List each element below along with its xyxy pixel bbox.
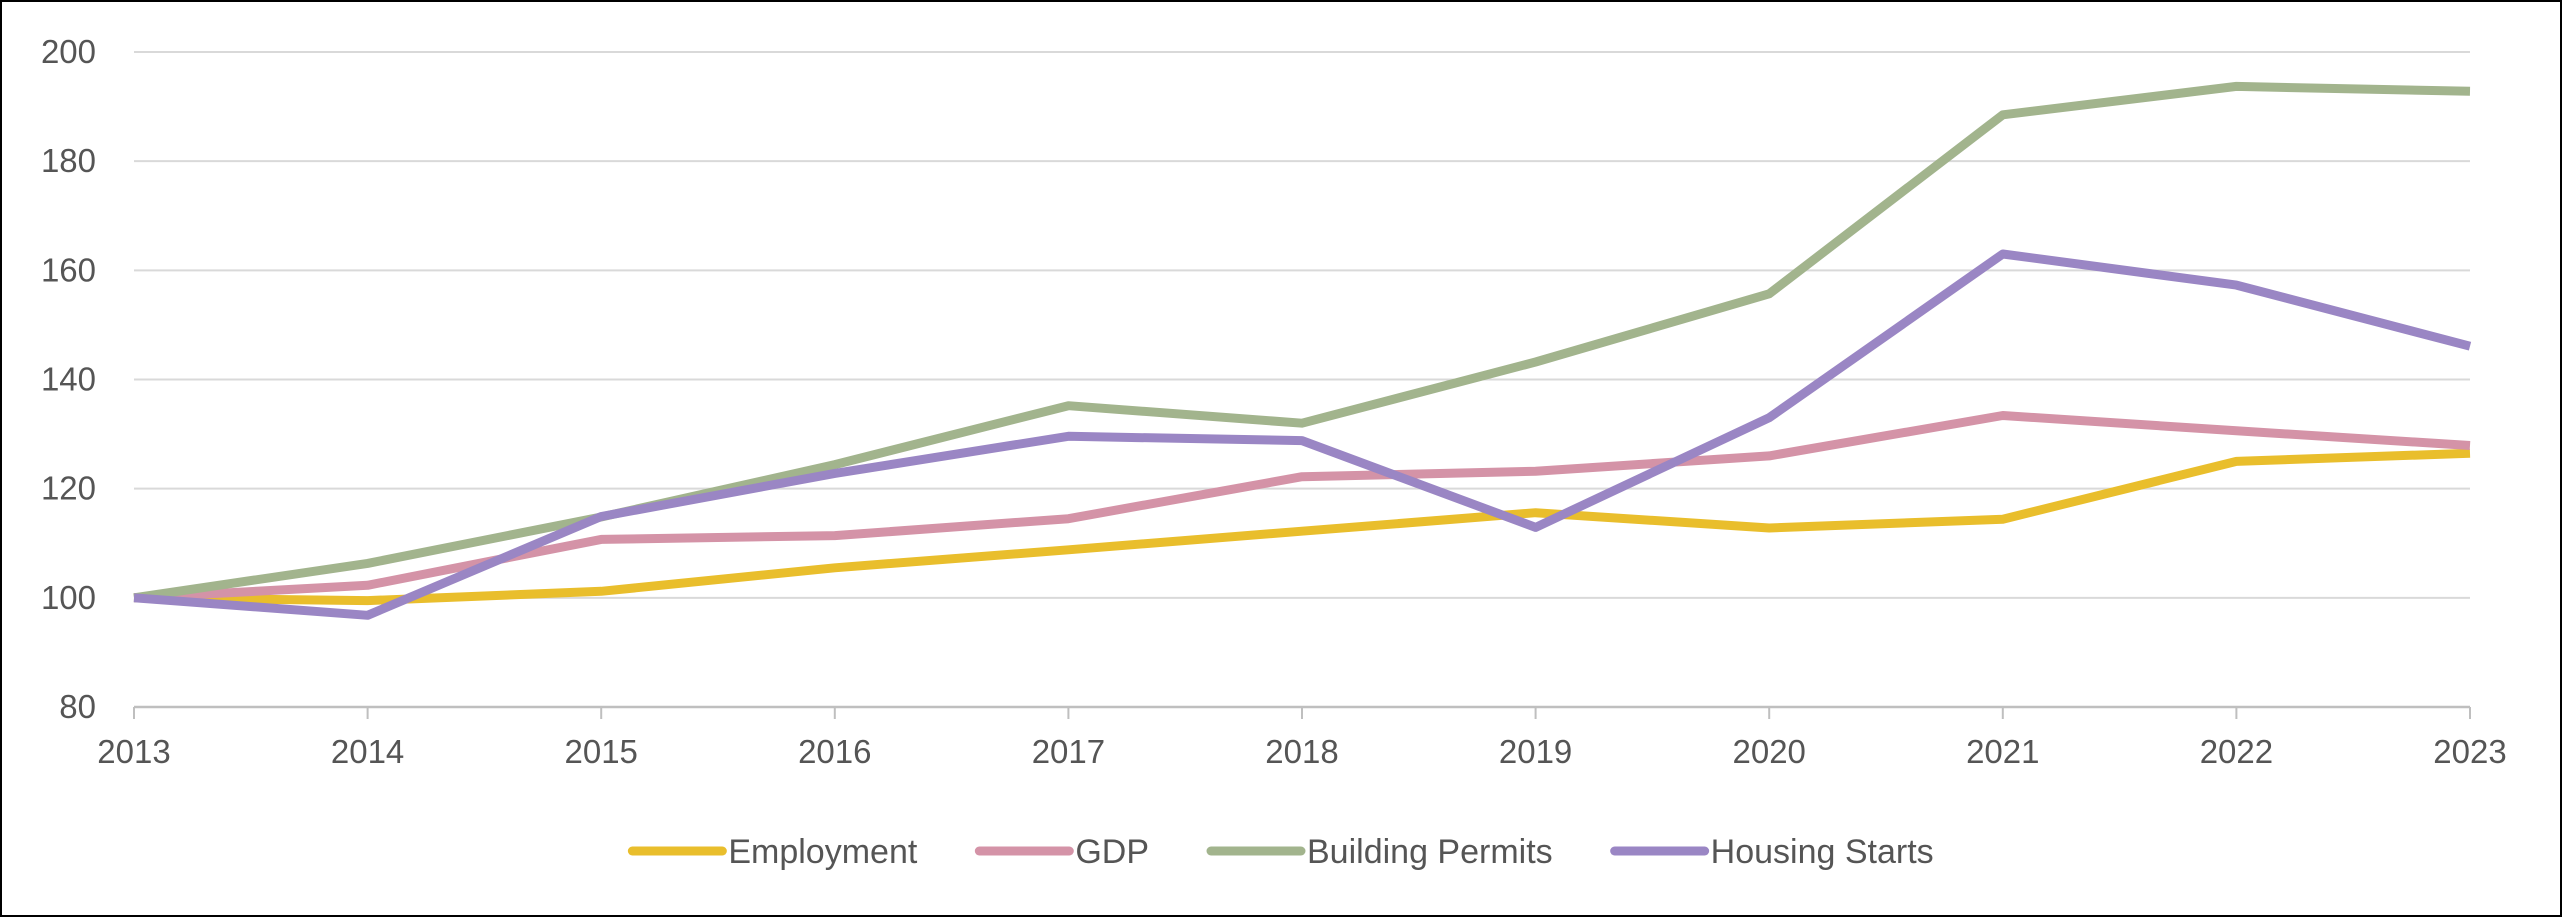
series-line — [134, 86, 2470, 597]
legend-label: Building Permits — [1307, 833, 1553, 871]
y-tick-label: 180 — [41, 142, 96, 179]
legend-item: Housing Starts — [1615, 833, 1934, 871]
x-tick-label: 2019 — [1499, 733, 1572, 770]
legend-item: GDP — [979, 833, 1149, 871]
legend-item: Building Permits — [1211, 833, 1553, 871]
gridlines — [134, 52, 2470, 598]
x-tick-label: 2013 — [97, 733, 170, 770]
legend-label: Housing Starts — [1711, 833, 1934, 871]
x-axis-tick-labels: 2013 2014 2015 2016 2017 2018 2019 2020 2021 2022… — [97, 733, 2506, 770]
y-tick-label: 120 — [41, 470, 96, 507]
y-tick-label: 200 — [41, 33, 96, 70]
y-tick-label: 80 — [59, 688, 96, 725]
y-tick-label: 160 — [41, 251, 96, 288]
legend-label: Employment — [728, 833, 918, 871]
x-tick-label: 2023 — [2433, 733, 2506, 770]
x-tick-label: 2014 — [331, 733, 404, 770]
x-tick-label: 2021 — [1966, 733, 2039, 770]
x-tick-label: 2015 — [564, 733, 637, 770]
legend-label: GDP — [1075, 833, 1149, 871]
y-tick-label: 140 — [41, 361, 96, 398]
y-axis-tick-labels: 80 100 120 140 160 180 200 — [41, 33, 96, 725]
x-tick-label: 2018 — [1265, 733, 1338, 770]
x-tick-label: 2022 — [2200, 733, 2273, 770]
legend: Employment GDP Building Permits Housing Sta… — [632, 833, 1933, 871]
x-tick-label: 2017 — [1032, 733, 1105, 770]
x-axis — [134, 707, 2470, 719]
series-line — [134, 254, 2470, 615]
series-building-permits — [134, 86, 2470, 598]
legend-item: Employment — [632, 833, 918, 871]
x-tick-label: 2016 — [798, 733, 871, 770]
x-tick-label: 2020 — [1732, 733, 1805, 770]
y-tick-label: 100 — [41, 579, 96, 616]
series-housing-starts — [134, 254, 2470, 616]
series-lines — [134, 86, 2470, 615]
